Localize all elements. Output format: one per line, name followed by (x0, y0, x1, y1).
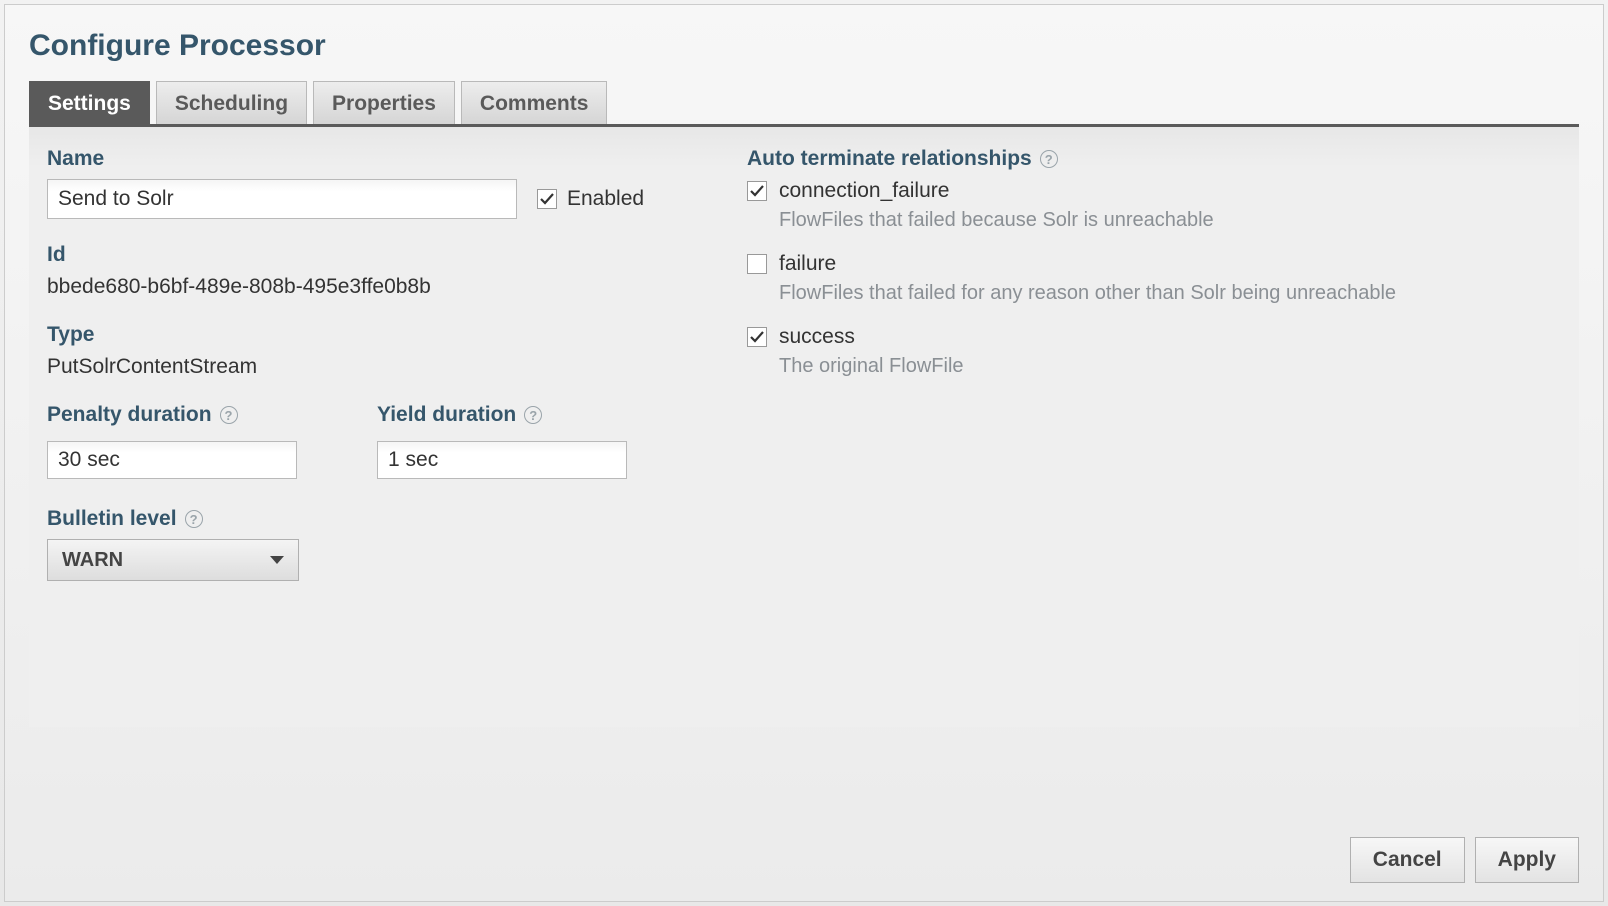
relationship-desc: The original FlowFile (779, 355, 1549, 378)
configure-processor-dialog: Configure Processor Settings Scheduling … (4, 4, 1604, 902)
relationship-desc: FlowFiles that failed for any reason oth… (779, 282, 1549, 305)
bulletin-label: Bulletin level ? (47, 507, 707, 531)
relationship-item: failure FlowFiles that failed for any rea… (747, 252, 1549, 305)
relationship-checkbox[interactable] (747, 181, 767, 201)
right-column: Auto terminate relationships ? connectio… (747, 147, 1549, 581)
relationship-name: success (779, 325, 855, 349)
id-label: Id (47, 243, 707, 267)
help-icon[interactable]: ? (185, 510, 203, 528)
name-label: Name (47, 147, 707, 171)
type-value: PutSolrContentStream (47, 355, 707, 379)
penalty-label-text: Penalty duration (47, 403, 212, 427)
help-icon[interactable]: ? (220, 406, 238, 424)
yield-label-text: Yield duration (377, 403, 516, 427)
dialog-title: Configure Processor (29, 29, 1579, 63)
chevron-down-icon (270, 556, 284, 564)
tab-settings[interactable]: Settings (29, 81, 150, 124)
auto-terminate-label: Auto terminate relationships ? (747, 147, 1549, 171)
relationship-head: failure (747, 252, 1549, 276)
relationship-name: connection_failure (779, 179, 949, 203)
relationship-desc: FlowFiles that failed because Solr is un… (779, 209, 1549, 232)
relationships-list: connection_failure FlowFiles that failed … (747, 179, 1549, 378)
bulletin-value: WARN (62, 549, 123, 572)
id-value: bbede680-b6bf-489e-808b-495e3ffe0b8b (47, 275, 707, 299)
penalty-input[interactable] (47, 441, 297, 479)
relationship-name: failure (779, 252, 836, 276)
relationship-head: success (747, 325, 1549, 349)
auto-terminate-label-text: Auto terminate relationships (747, 147, 1032, 171)
settings-panel: Name Enabled Id bbede680-b6bf-489e-808b-… (29, 127, 1579, 727)
bulletin-select[interactable]: WARN (47, 539, 299, 581)
yield-label: Yield duration ? (377, 403, 627, 427)
tab-properties[interactable]: Properties (313, 81, 455, 124)
cancel-button[interactable]: Cancel (1350, 837, 1465, 883)
left-column: Name Enabled Id bbede680-b6bf-489e-808b-… (47, 147, 707, 581)
apply-button[interactable]: Apply (1475, 837, 1579, 883)
tab-scheduling[interactable]: Scheduling (156, 81, 307, 124)
relationship-checkbox[interactable] (747, 254, 767, 274)
yield-input[interactable] (377, 441, 627, 479)
help-icon[interactable]: ? (524, 406, 542, 424)
type-label: Type (47, 323, 707, 347)
relationship-checkbox[interactable] (747, 327, 767, 347)
tab-bar: Settings Scheduling Properties Comments (29, 81, 1579, 127)
name-input[interactable] (47, 179, 517, 219)
dialog-buttons: Cancel Apply (1350, 837, 1579, 883)
bulletin-label-text: Bulletin level (47, 507, 177, 531)
penalty-label: Penalty duration ? (47, 403, 297, 427)
help-icon[interactable]: ? (1040, 150, 1058, 168)
relationship-item: connection_failure FlowFiles that failed … (747, 179, 1549, 232)
tab-comments[interactable]: Comments (461, 81, 608, 124)
enabled-label: Enabled (567, 187, 644, 211)
relationship-item: success The original FlowFile (747, 325, 1549, 378)
relationship-head: connection_failure (747, 179, 1549, 203)
enabled-checkbox[interactable] (537, 189, 557, 209)
